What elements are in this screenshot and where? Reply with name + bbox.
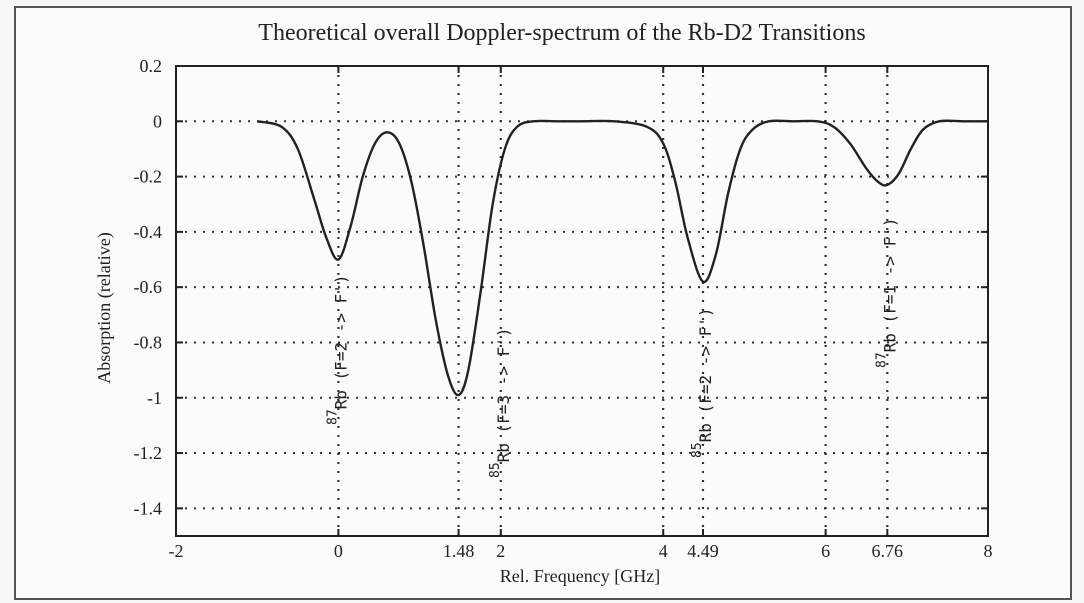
- plot-area: [175, 65, 989, 537]
- y-tick-label: -0.4: [134, 222, 163, 242]
- marker-lines: [337, 66, 889, 536]
- transition-annotations: 87Rb (F=2 -> F')85Rb (F=3 -> F') 85Rb (F=…: [325, 217, 899, 478]
- spectrum-line: [256, 119, 988, 397]
- x-tick-label: 1.48: [443, 541, 475, 561]
- transition-text: Rb (F=2 -> F'): [696, 307, 715, 442]
- x-tick-label: 8: [984, 541, 993, 561]
- y-tick-label: -0.2: [134, 167, 163, 187]
- chart-frame: [14, 6, 1072, 600]
- x-tick-label: 0: [334, 541, 343, 561]
- isotope-mass-number: 85: [690, 442, 705, 458]
- transition-label: 87Rb (F=2 -> F'): [325, 274, 350, 425]
- y-tick-label: -0.6: [134, 277, 163, 297]
- x-axis-label: Rel. Frequency [GHz]: [500, 566, 660, 586]
- transition-label: 87Rb (F=1 -> F'): [874, 217, 899, 368]
- transition-text: Rb (F=2 -> F'): [331, 274, 350, 409]
- y-tick-label: 0: [153, 111, 162, 131]
- chart-title: Theoretical overall Doppler-spectrum of …: [258, 20, 865, 46]
- y-axis-ticks: 0.2 0 -0.2 -0.4 -0.6 -0.8 -1 -1.2 -1.4: [134, 56, 988, 518]
- transition-text: Rb (F=1 -> F'): [880, 217, 899, 352]
- transition-text: Rb (F=3 -> F'): [494, 327, 513, 462]
- y-tick-label: -1: [147, 388, 162, 408]
- x-tick-label: 4.49: [687, 541, 719, 561]
- transition-label: 85Rb (F=2 -> F'): [690, 307, 715, 458]
- y-tick-label: -0.8: [134, 332, 163, 352]
- x-tick-label: 6.76: [872, 541, 904, 561]
- x-tick-label: -2: [169, 541, 184, 561]
- y-tick-label: 0.2: [140, 56, 163, 76]
- transition-label: 85Rb (F=3 -> F'): [488, 327, 513, 478]
- isotope-mass-number: 87: [325, 409, 340, 425]
- x-axis-ticks: -2 0 1.48 2 4 4.49 6 6.76 8: [169, 66, 993, 561]
- grid: [176, 120, 988, 510]
- y-tick-label: -1.4: [134, 498, 163, 518]
- x-tick-label: 4: [659, 541, 668, 561]
- x-tick-label: 6: [821, 541, 830, 561]
- x-tick-label: 2: [496, 541, 505, 561]
- y-tick-label: -1.2: [134, 443, 163, 463]
- isotope-mass-number: 85: [488, 462, 503, 478]
- isotope-mass-number: 87: [874, 352, 889, 368]
- y-axis-label: Absorption (relative): [94, 232, 115, 383]
